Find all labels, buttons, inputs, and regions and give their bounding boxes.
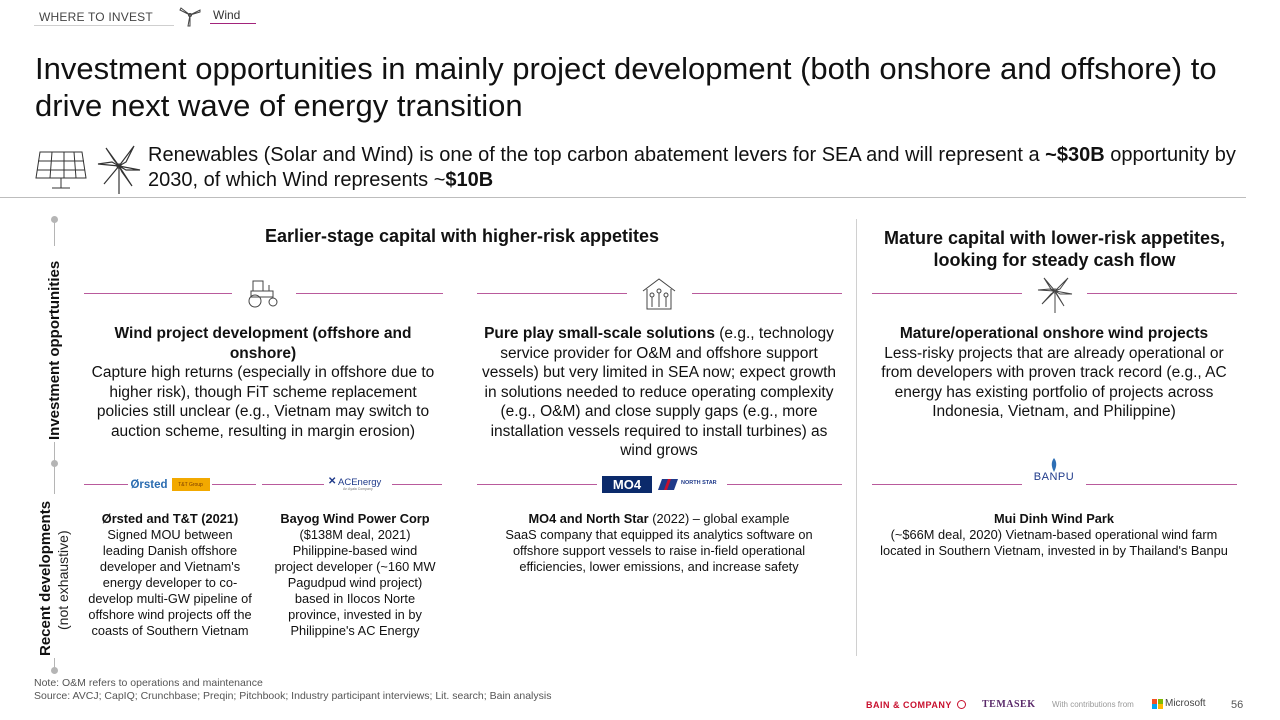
axis-dot-bottom (51, 667, 58, 674)
axis-dot-middle (51, 460, 58, 467)
logo-row-line (84, 484, 128, 485)
orsted-tt-logos: Ørsted T&T Group (130, 476, 210, 493)
development-body: Signed MOU between leading Danish offsho… (88, 527, 252, 638)
solar-and-wind-icons (35, 145, 141, 194)
breadcrumb-section: WHERE TO INVEST (39, 10, 153, 24)
acenergy-mark: ✕ (328, 476, 337, 487)
temasek-logo: TEMASEK (982, 699, 1036, 710)
section-heading-early: Earlier-stage capital with higher-risk a… (264, 226, 660, 246)
opportunity-heading: Pure play small-scale solutions (484, 325, 715, 342)
axis-label-mask (44, 246, 66, 442)
bain-logo: BAIN & COMPANY (866, 700, 966, 710)
microsoft-logo: Microsoft (1152, 698, 1206, 709)
microsoft-icon (1152, 698, 1163, 709)
icon-row-line (84, 293, 232, 294)
column-divider (856, 219, 857, 656)
logo-row-line (262, 484, 324, 485)
icon-row-line (872, 293, 1022, 294)
development-orsted-tt: Ørsted and T&T (2021) Signed MOU between… (88, 511, 252, 639)
logo-row-line (477, 484, 597, 485)
tractor-icon (248, 280, 278, 308)
breadcrumb-active-underline (210, 23, 256, 24)
header-divider (0, 197, 1246, 198)
subtitle-text-2: opportunity by 2030, of which Wind repre… (148, 144, 1236, 191)
development-body: (~$66M deal, 2020) Vietnam-based operati… (880, 527, 1228, 558)
banpu-wordmark: BANPU (1033, 471, 1075, 483)
development-heading: Mui Dinh Wind Park (993, 511, 1115, 526)
tt-group-logo: T&T Group (171, 478, 210, 491)
page-number: 56 (1231, 699, 1244, 711)
opportunity-body: Capture high returns (especially in offs… (91, 364, 435, 440)
acenergy-tagline: An Ayala Company (343, 487, 373, 491)
axis-label-mask (34, 494, 74, 658)
wind-turbine-icon (1037, 277, 1073, 313)
icon-row-line (477, 293, 627, 294)
development-mo4-northstar: MO4 and North Star (2022) – global examp… (490, 511, 828, 575)
breadcrumb-divider (34, 25, 174, 26)
pinwheel-icon (97, 145, 141, 194)
development-heading: Ørsted and T&T (2021) (101, 511, 239, 526)
side-label-recent: Recent developments (37, 500, 54, 656)
subtitle-value-total: ~$30B (1045, 144, 1105, 166)
source-text: Source: AVCJ; CapIQ; Crunchbase; Preqin;… (34, 690, 552, 702)
development-heading: MO4 and North Star (528, 511, 649, 526)
breadcrumb-topic[interactable]: Wind (213, 8, 241, 22)
opportunity-wind-development: Wind project development (offshore and o… (84, 324, 442, 441)
logo-row-line (212, 484, 256, 485)
logo-row-line (1086, 484, 1237, 485)
icon-row-line (692, 293, 842, 294)
development-body: ($138M deal, 2021) Philippine-based wind… (274, 527, 436, 638)
banpu-logo: BANPU (1030, 458, 1078, 486)
contributions-label: With contributions from (1052, 700, 1134, 709)
north-star-logo: NORTH STAR (657, 477, 722, 492)
orsted-logo: Ørsted (130, 478, 168, 491)
development-heading-rest: (2022) – global example (648, 511, 790, 526)
icon-row-line (1087, 293, 1237, 294)
bain-mark-icon (956, 700, 966, 709)
side-axis-line (54, 219, 55, 671)
icon-row-line (296, 293, 443, 294)
north-star-wordmark: NORTH STAR (681, 480, 717, 486)
bain-wordmark: BAIN & COMPANY (866, 700, 952, 710)
microsoft-wordmark: Microsoft (1165, 698, 1206, 709)
opportunity-small-scale-solutions: Pure play small-scale solutions (e.g., t… (479, 324, 839, 461)
subtitle: Renewables (Solar and Wind) is one of th… (148, 143, 1248, 193)
mo4-logo: MO4 (602, 476, 652, 493)
development-bayog: Bayog Wind Power Corp ($138M deal, 2021)… (272, 511, 438, 639)
development-heading: Bayog Wind Power Corp (280, 511, 430, 526)
development-mui-dinh: Mui Dinh Wind Park (~$66M deal, 2020) Vi… (874, 511, 1234, 559)
logo-row-line (727, 484, 842, 485)
logo-row-line (872, 484, 1022, 485)
section-heading-mature: Mature capital with lower-risk appetites… (883, 228, 1226, 270)
acenergy-logo: ✕ ACEnergy An Ayala Company (328, 476, 388, 494)
subtitle-text-1: Renewables (Solar and Wind) is one of th… (148, 144, 1046, 166)
network-house-icon (642, 278, 676, 310)
solar-panel-icon (35, 151, 87, 189)
opportunity-body: Less-risky projects that are already ope… (881, 344, 1227, 421)
opportunity-heading: Mature/operational onshore wind projects (899, 325, 1209, 342)
opportunity-heading: Wind project development (offshore and o… (114, 325, 412, 362)
wind-turbine-icon (179, 7, 201, 27)
side-label-not-exhaustive: (not exhaustive) (55, 530, 71, 630)
logo-row-line (392, 484, 442, 485)
side-label-investment: Investment opportunities (46, 260, 63, 440)
page-title: Investment opportunities in mainly proje… (35, 51, 1217, 123)
subtitle-value-wind: $10B (445, 169, 494, 191)
note-text: Note: O&M refers to operations and maint… (34, 677, 263, 689)
opportunity-mature-onshore: Mature/operational onshore wind projects… (872, 324, 1236, 422)
development-body: SaaS company that equipped its analytics… (505, 527, 813, 574)
opportunity-body: (e.g., technology service provider for O… (481, 325, 837, 459)
footnotes: Note: O&M refers to operations and maint… (34, 677, 551, 703)
banpu-flame-icon (1051, 458, 1057, 472)
axis-dot-top (51, 216, 58, 223)
acenergy-wordmark: ACEnergy (338, 477, 382, 488)
